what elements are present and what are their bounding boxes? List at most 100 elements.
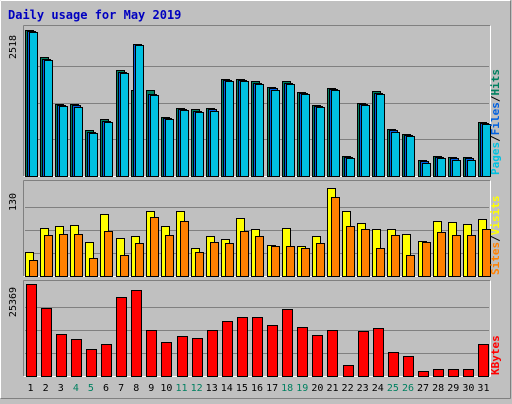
x-tick-label-day-7: 7 [118,383,124,394]
panel-3-bar-kbytes-day-18 [282,309,293,377]
panel-1-legend-files: Files [489,102,502,135]
panel-2-bar-sites-day-14 [225,243,234,277]
panel-1-legend-hits: Hits [489,69,502,96]
panel-2-max-label: 130 [8,193,19,211]
panel-2-bar-sites-day-19 [301,248,310,277]
panel-1-bar-pages-day-27 [422,163,431,177]
panel-1-bar-pages-day-2 [44,60,53,177]
panel-1-bar-pages-day-23 [361,105,370,177]
x-tick-label-day-6: 6 [103,383,109,394]
panel-2-bar-sites-day-9 [150,217,159,277]
panel-1-bar-pages-day-8 [135,45,144,177]
panel-2-legend-separator: / [489,235,502,242]
panel-3-bar-kbytes-day-2 [41,308,52,377]
panel-1-bar-pages-day-19 [301,94,310,177]
x-tick-label-day-18: 18 [281,383,293,394]
panel-3-bar-kbytes-day-5 [86,349,97,377]
panel-3-bar-kbytes-day-27 [418,371,429,377]
panel-3-bar-kbytes-day-9 [146,330,157,377]
x-tick-label-day-14: 14 [221,383,233,394]
panel-2-bar-sites-day-12 [195,252,204,277]
panel-1-bar-pages-day-29 [452,160,461,177]
panel-1-bar-pages-day-7 [120,73,129,177]
panel-2-bar-sites-day-11 [180,221,189,277]
panel-3-bar-kbytes-day-26 [403,356,414,377]
panel-1-bar-pages-day-12 [195,112,204,177]
panel-1-bar-pages-day-21 [331,90,340,177]
panel-3-bar-kbytes-day-14 [222,321,233,377]
panel-2-bar-sites-day-30 [467,235,476,277]
x-tick-label-day-8: 8 [133,383,139,394]
x-tick-label-day-13: 13 [206,383,218,394]
panel-3-bar-kbytes-day-7 [116,297,127,377]
panel-1-bar-pages-day-6 [104,122,113,177]
panel-1-bar-pages-day-30 [467,160,476,177]
panel-3-bar-kbytes-day-20 [312,335,323,377]
panel-3-bar-kbytes-day-12 [192,338,203,377]
panel-2-bar-sites-day-15 [240,231,249,277]
panel-2-bar-sites-day-23 [361,229,370,277]
x-tick-label-day-2: 2 [43,383,49,394]
panel-1-bar-pages-day-28 [437,158,446,177]
panel-2-bar-sites-day-18 [286,246,295,277]
panel-2-legend: Sites/Visits [489,196,502,276]
panel-3-bar-kbytes-day-15 [237,317,248,377]
panel-1-bar-pages-day-10 [165,119,174,177]
x-tick-label-day-19: 19 [296,383,308,394]
panel-1-legend-pages: Pages [489,142,502,175]
x-tick-label-day-26: 26 [402,383,414,394]
panel-3-bar-kbytes-day-1 [26,284,37,377]
panel-3-bar-kbytes-day-19 [297,327,308,377]
panel-1-bar-pages-day-25 [391,132,400,177]
panel-1-bar-pages-day-14 [225,81,234,177]
panel-2-bar-sites-day-27 [422,242,431,277]
panel-3-bar-kbytes-day-31 [478,344,489,377]
panel-1-max-label: 2518 [8,35,19,59]
panel-2-bar-sites-day-17 [271,246,280,277]
panel-3-bar-kbytes-day-13 [207,330,218,377]
panel-3-bar-kbytes-day-25 [388,352,399,377]
x-tick-label-day-5: 5 [88,383,94,394]
panel-3-bar-kbytes-day-24 [373,328,384,377]
panel-3-bar-kbytes-day-8 [131,290,142,377]
panel-1-bar-pages-day-22 [346,158,355,177]
x-tick-label-day-17: 17 [266,383,278,394]
x-tick-label-day-10: 10 [160,383,172,394]
x-tick-label-day-4: 4 [73,383,79,394]
panel-1-legend-separator: / [489,135,502,142]
panel-2-legend-sites: Sites [489,242,502,275]
panel-3-max-label: 25369 [8,287,19,317]
panel-2-bar-sites-day-13 [210,242,219,277]
panel-2-bar-sites-day-16 [255,236,264,277]
x-tick-label-day-29: 29 [447,383,459,394]
panel-2-bar-sites-day-10 [165,235,174,277]
panel-2-bar-sites-day-31 [482,229,491,277]
panel-2-bar-sites-day-3 [59,234,68,277]
panel-3-bar-kbytes-day-28 [433,369,444,377]
panel-3-bar-kbytes-day-29 [448,369,459,377]
x-tick-label-day-25: 25 [387,383,399,394]
x-tick-label-day-27: 27 [417,383,429,394]
panel-1-legend-separator: / [489,95,502,102]
panel-1-bar-pages-day-18 [286,84,295,177]
x-tick-label-day-16: 16 [251,383,263,394]
panel-3-bar-kbytes-day-16 [252,317,263,377]
panel-3-bar-kbytes-day-21 [327,330,338,377]
panel-3-bar-kbytes-day-6 [101,344,112,377]
panel-2-bar-sites-day-24 [376,248,385,277]
panel-2-bar-sites-day-22 [346,226,355,277]
panel-2-bar-sites-day-6 [104,231,113,277]
panel-1-bar-pages-day-11 [180,110,189,177]
panel-1-bar-pages-day-24 [376,94,385,177]
panel-3-bar-kbytes-day-3 [56,334,67,377]
panel-1-bar-pages-day-15 [240,81,249,177]
x-tick-label-day-31: 31 [477,383,489,394]
panel-3-bar-kbytes-day-10 [161,342,172,377]
panel-3-legend-kbytes: KBytes [489,335,502,375]
x-tick-label-day-3: 3 [58,383,64,394]
x-tick-label-day-24: 24 [372,383,384,394]
panel-2-bar-sites-day-5 [89,258,98,277]
x-tick-label-day-22: 22 [342,383,354,394]
panel-2-bar-sites-day-20 [316,243,325,277]
